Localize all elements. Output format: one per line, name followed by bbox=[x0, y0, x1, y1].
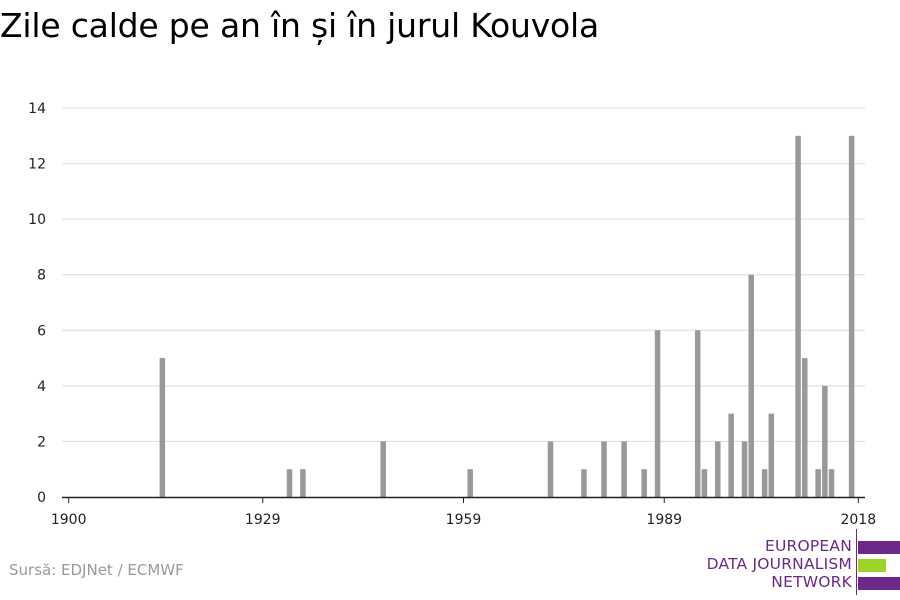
bar bbox=[748, 274, 754, 497]
bar bbox=[828, 469, 835, 497]
x-tick-label: 1929 bbox=[245, 512, 281, 528]
y-tick-label: 0 bbox=[37, 490, 46, 506]
bar bbox=[768, 413, 775, 497]
bar bbox=[802, 358, 808, 497]
y-tick-label: 6 bbox=[37, 323, 46, 339]
x-tick-label: 1989 bbox=[646, 512, 682, 528]
bar bbox=[581, 469, 587, 497]
x-tick-label: 2018 bbox=[840, 512, 876, 528]
logo-line-2: DATA JOURNALISM bbox=[706, 555, 852, 573]
bar bbox=[547, 441, 554, 497]
axes: 0 2 4 6 8 10 12 14 1900 1929 1959 1989 2018 bbox=[28, 101, 876, 528]
source-note: Sursă: EDJNet / ECMWF bbox=[9, 561, 184, 579]
y-tick-label: 10 bbox=[28, 212, 46, 228]
y-tick-label: 2 bbox=[37, 434, 46, 450]
bar bbox=[701, 469, 708, 497]
bar bbox=[822, 385, 828, 497]
logo-line-3: NETWORK bbox=[771, 573, 852, 591]
bar bbox=[159, 358, 166, 497]
bar bbox=[715, 441, 721, 497]
x-tick-label: 1900 bbox=[51, 512, 87, 528]
x-tick-label: 1959 bbox=[446, 512, 482, 528]
bar bbox=[694, 330, 701, 497]
bar bbox=[641, 469, 647, 497]
bar bbox=[795, 135, 801, 498]
bar bbox=[601, 441, 607, 497]
y-tick-label: 4 bbox=[37, 379, 46, 395]
y-tick-label: 12 bbox=[28, 157, 46, 173]
bars bbox=[159, 135, 855, 498]
y-tick-label: 8 bbox=[37, 268, 46, 284]
bar bbox=[728, 413, 734, 497]
grid-lines bbox=[62, 107, 865, 442]
bar bbox=[654, 330, 661, 497]
bar bbox=[467, 469, 473, 497]
bar bbox=[286, 469, 293, 497]
logo-text: EUROPEAN DATA JOURNALISM NETWORK bbox=[707, 537, 852, 591]
bar bbox=[848, 135, 855, 498]
edjnet-logo: EUROPEAN DATA JOURNALISM NETWORK bbox=[707, 529, 900, 597]
y-tick-label: 14 bbox=[28, 101, 46, 117]
logo-bar-bottom bbox=[858, 577, 900, 590]
bar bbox=[815, 469, 821, 497]
bar bbox=[621, 441, 627, 497]
logo-divider bbox=[856, 529, 857, 595]
logo-line-1: EUROPEAN bbox=[764, 537, 852, 555]
logo-bar-top bbox=[858, 541, 900, 554]
chart-title: Zile calde pe an în și în jurul Kouvola bbox=[0, 6, 600, 45]
bar bbox=[380, 441, 386, 497]
bar bbox=[741, 441, 748, 497]
bar bbox=[300, 469, 306, 497]
logo-bar-middle bbox=[858, 559, 886, 572]
bar bbox=[761, 469, 768, 497]
